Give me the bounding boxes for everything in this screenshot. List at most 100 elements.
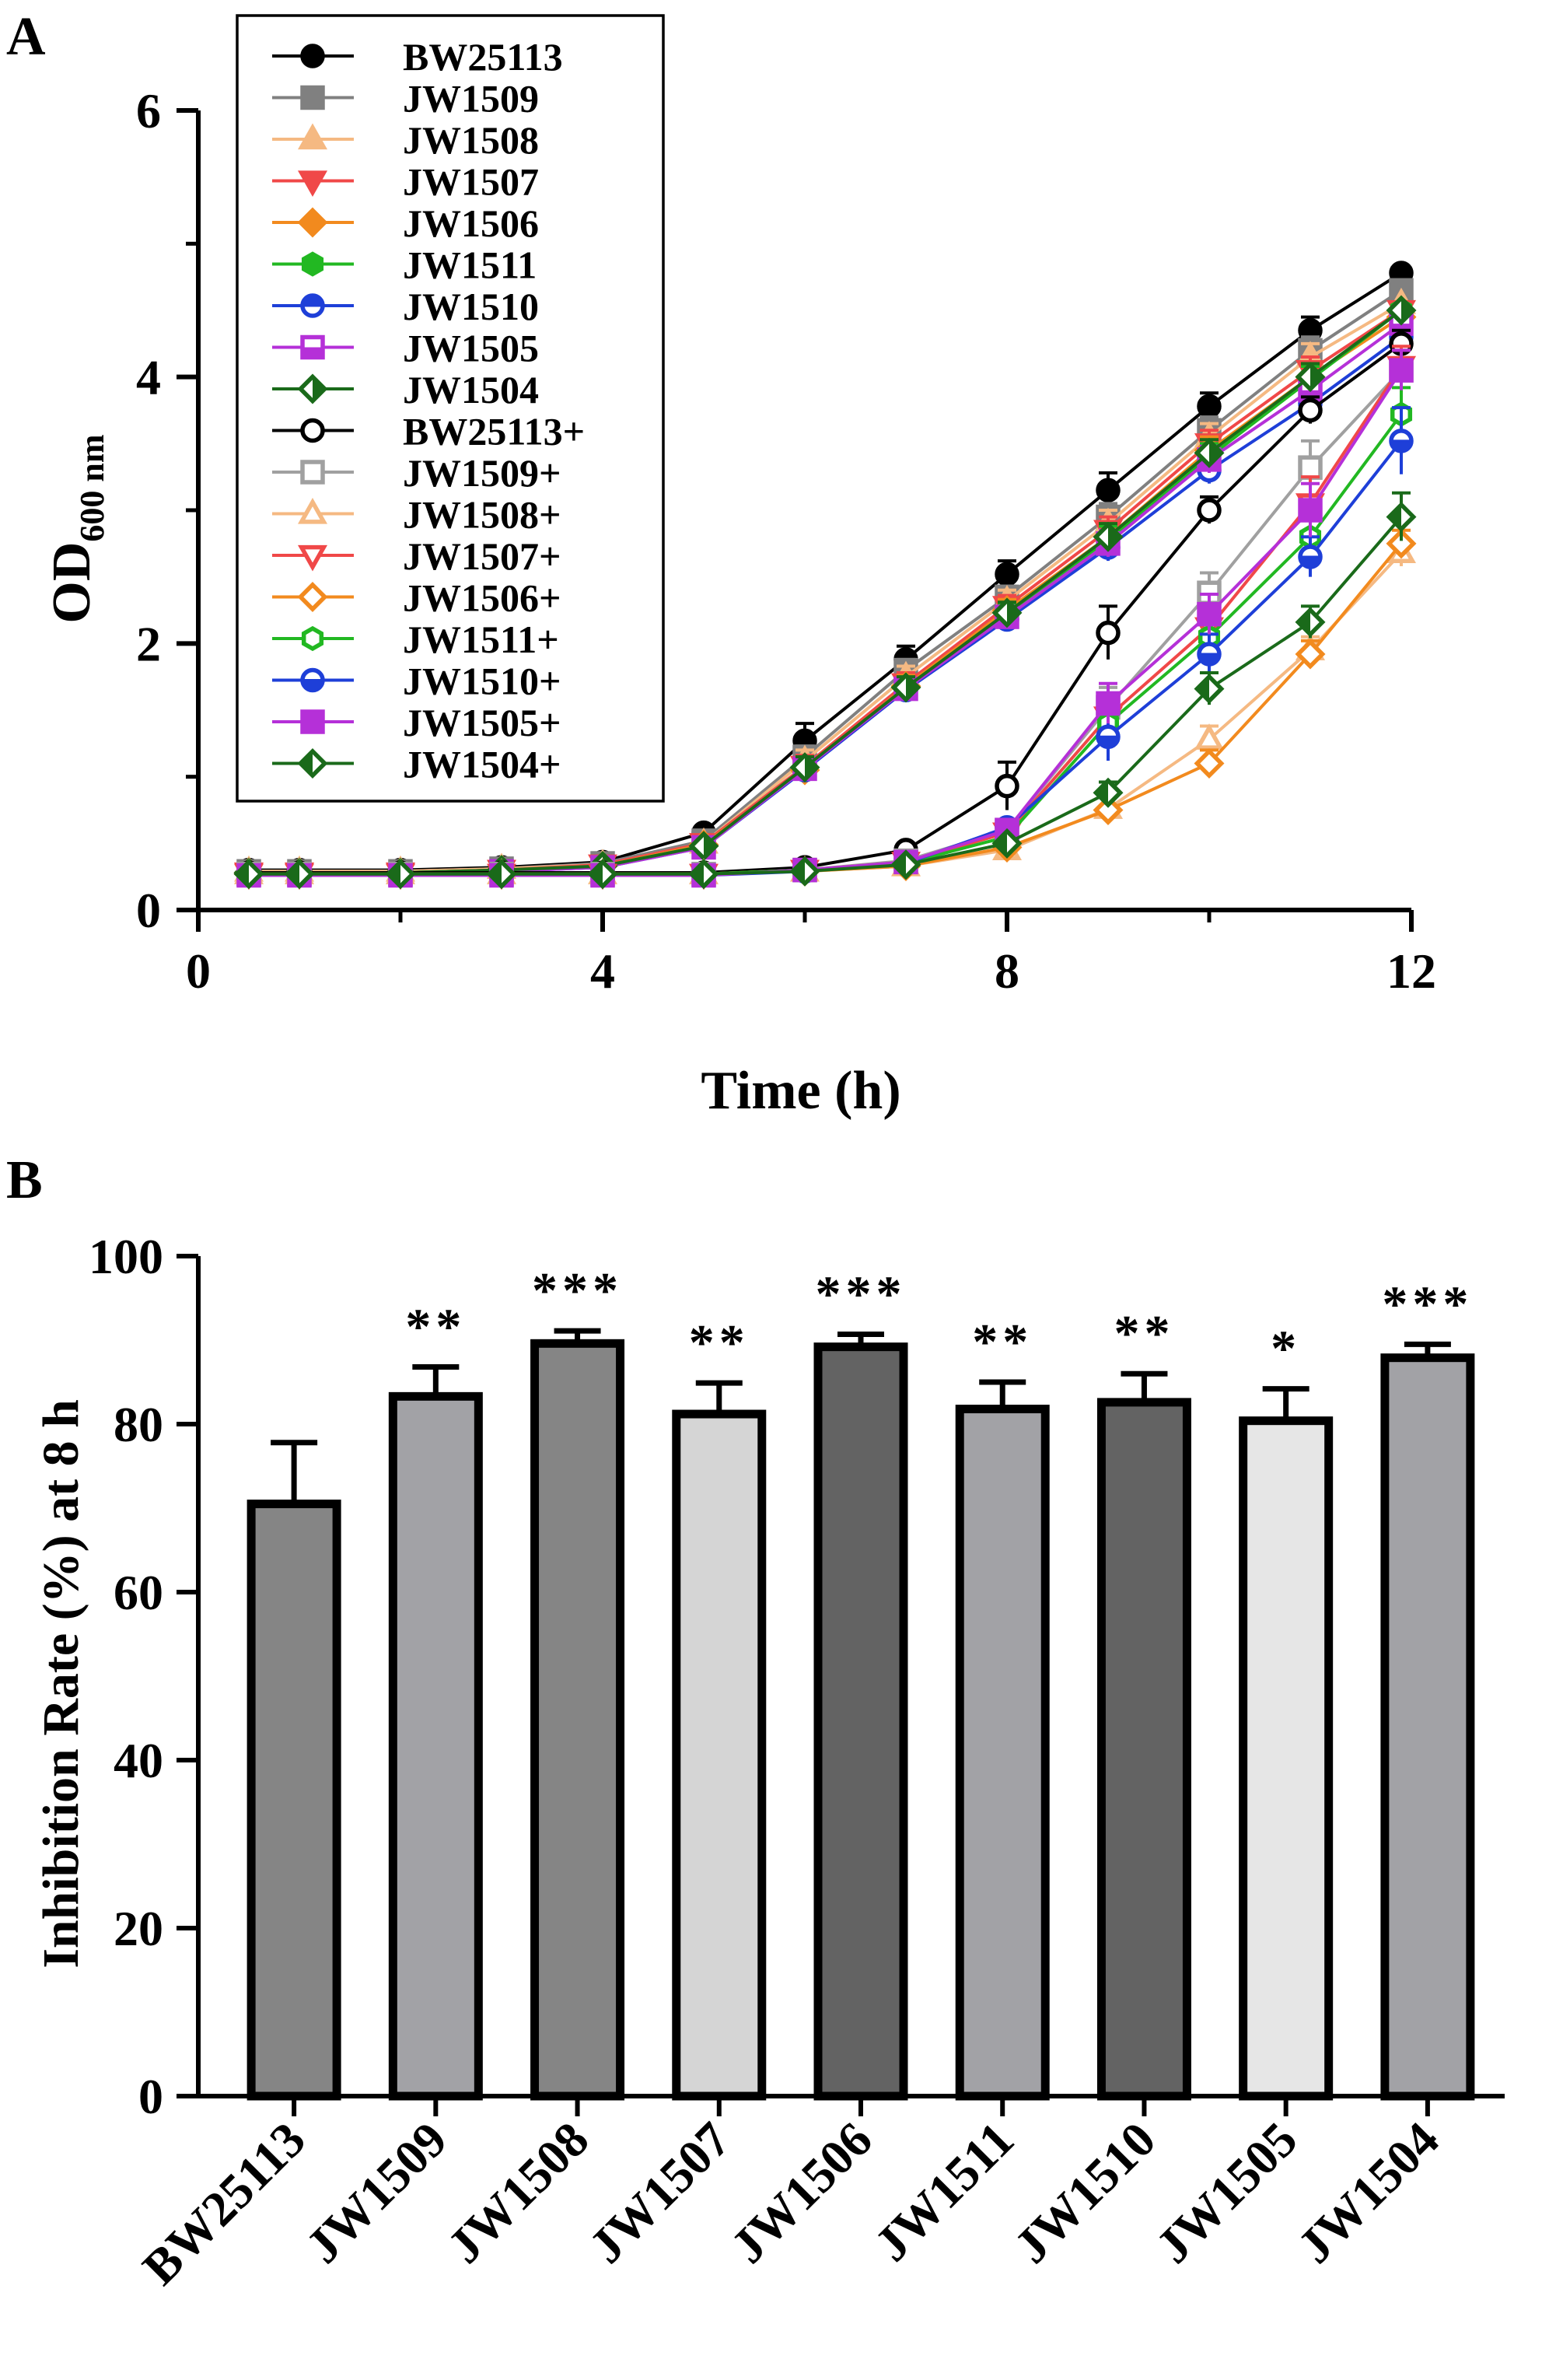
legend-marker — [300, 709, 325, 734]
legend-entry-jw1506: JW1506 — [272, 201, 539, 245]
legend-marker — [297, 207, 328, 238]
panel-a-x-axis-title: Time (h) — [701, 1061, 900, 1121]
data-point-jw1504-plus — [991, 828, 1023, 859]
data-point-bw25113 — [995, 562, 1019, 586]
legend-marker — [301, 625, 324, 652]
legend-marker — [300, 44, 325, 68]
panel-a-y-tick-label: 6 — [136, 83, 161, 138]
data-point-jw1504-plus — [1093, 777, 1124, 808]
legend-marker — [297, 582, 328, 612]
legend-marker — [297, 170, 328, 198]
bar-group-jw1509: ** — [388, 1299, 483, 2101]
legend-marker — [301, 251, 324, 277]
legend-marker — [297, 544, 328, 572]
legend-label: JW1505 — [403, 327, 539, 370]
panel-b-y-tick-label: 100 — [89, 1229, 163, 1284]
panel-b-y-tick-label: 0 — [138, 2069, 163, 2124]
bar-group-jw1504: *** — [1380, 1276, 1475, 2101]
bar-jw1504 — [1380, 1353, 1475, 2101]
panel-b-y-tick-label: 80 — [114, 1397, 163, 1452]
bar-group-jw1510: ** — [1096, 1305, 1191, 2101]
legend-marker — [297, 748, 328, 779]
legend-label: JW1507 — [403, 160, 539, 204]
significance-marker: * — [1271, 1321, 1301, 1377]
panel-b-x-tick-label: JW1511 — [864, 2112, 1024, 2272]
data-point-jw1505-plus — [1298, 498, 1323, 523]
panel-a-x-tick-label: 12 — [1386, 943, 1436, 999]
data-point-jw1504-plus — [587, 859, 618, 890]
bar-jw1506 — [813, 1342, 908, 2101]
panel-b-y-tick-label: 20 — [114, 1901, 163, 1956]
legend-label: JW1510+ — [403, 660, 561, 703]
panel-a-line-chart: 0 2 4 6 0 4 8 12 Time (h) OD600 nm — [42, 83, 1436, 1121]
legend-entry-jw1505-plus: JW1505+ — [272, 701, 561, 744]
data-point-jw1504 — [1194, 437, 1225, 468]
legend-label: JW1505+ — [403, 701, 561, 744]
data-point-bw25113-plus — [1197, 498, 1222, 523]
legend-entry-jw1506-plus: JW1506+ — [272, 576, 561, 620]
data-point-jw1506-plus — [1386, 528, 1417, 559]
panel-b-x-tick-label: JW1508 — [437, 2112, 600, 2274]
panel-a-label: A — [6, 7, 46, 67]
bar-jw1511 — [955, 1405, 1050, 2101]
legend-marker — [297, 373, 328, 404]
data-point-jw1510-plus — [1197, 642, 1222, 667]
panel-a-y-tick-label: 2 — [136, 616, 161, 671]
legend-entry-jw1505: JW1505 — [272, 327, 539, 370]
data-point-bw25113-plus — [1298, 397, 1323, 423]
panel-a-y-axis-title: OD600 nm — [42, 434, 111, 623]
legend-entry-jw1507-plus: JW1507+ — [272, 534, 561, 578]
data-point-jw1504-plus — [284, 859, 315, 890]
legend-label: JW1504+ — [403, 743, 561, 786]
legend-label: JW1510 — [403, 285, 539, 328]
panel-a-x-tick-label: 4 — [590, 943, 615, 999]
legend-entry-jw1511-plus: JW1511+ — [272, 618, 559, 661]
data-point-jw1504-plus — [233, 859, 264, 890]
legend-entry-bw25113-plus: BW25113+ — [272, 410, 585, 453]
legend-entry-jw1504: JW1504 — [272, 368, 539, 411]
bar-group-jw1508: *** — [530, 1262, 625, 2101]
legend-entry-jw1510-plus: JW1510+ — [272, 660, 561, 703]
data-point-jw1504-plus — [1295, 607, 1326, 638]
bar-bw25113 — [247, 1500, 341, 2101]
significance-marker: *** — [1382, 1276, 1473, 1332]
bar-jw1505 — [1239, 1416, 1334, 2101]
legend-label: JW1508 — [403, 118, 539, 162]
legend-marker — [297, 123, 328, 150]
panel-a-legend: BW25113JW1509JW1508JW1507JW1506JW1511JW1… — [236, 14, 665, 803]
significance-marker: ** — [1114, 1305, 1174, 1362]
panel-b-x-tick-label: JW1510 — [1004, 2112, 1166, 2274]
panel-b-y-tick-label: 60 — [114, 1565, 163, 1620]
data-point-jw1505-plus — [1389, 358, 1414, 383]
bar-group-bw25113 — [247, 1440, 341, 2101]
significance-marker: ** — [405, 1299, 466, 1356]
data-point-jw1504 — [890, 672, 921, 703]
data-point-jw1505-plus — [1096, 691, 1121, 716]
legend-label: JW1509 — [403, 77, 539, 121]
legend-entry-jw1511: JW1511 — [272, 243, 537, 287]
data-point-jw1505-plus — [1197, 601, 1222, 627]
panel-a-x-tick-label: 0 — [186, 943, 211, 999]
panel-b-bar-chart: ************ ** **** BW25113JW1509JW1508JW… — [33, 1229, 1505, 2295]
panel-b-y-tick-label: 40 — [114, 1733, 163, 1788]
legend-label: BW25113+ — [403, 410, 585, 453]
significance-marker: *** — [532, 1262, 623, 1319]
legend-label: BW25113 — [403, 35, 563, 79]
legend-label: JW1504 — [403, 368, 539, 411]
bar-jw1508 — [530, 1339, 625, 2101]
data-point-jw1506-plus — [1295, 639, 1326, 670]
bar-group-jw1506: *** — [813, 1265, 908, 2101]
significance-marker: ** — [972, 1314, 1033, 1370]
legend-label: JW1509+ — [403, 451, 561, 495]
data-point-jw1504 — [1386, 295, 1417, 326]
data-point-jw1506-plus — [1093, 795, 1124, 825]
data-point-jw1510-plus — [1096, 724, 1121, 750]
panel-a-y-tick-label: 0 — [136, 883, 161, 938]
legend-entry-jw1508-plus: JW1508+ — [272, 493, 561, 537]
data-point-jw1509-plus — [1298, 455, 1323, 480]
legend-entry-jw1509: JW1509 — [272, 77, 539, 121]
legend-entry-jw1509-plus: JW1509+ — [272, 451, 561, 495]
legend-marker — [300, 85, 325, 110]
panel-b-x-tick-label: JW1505 — [1145, 2112, 1308, 2274]
